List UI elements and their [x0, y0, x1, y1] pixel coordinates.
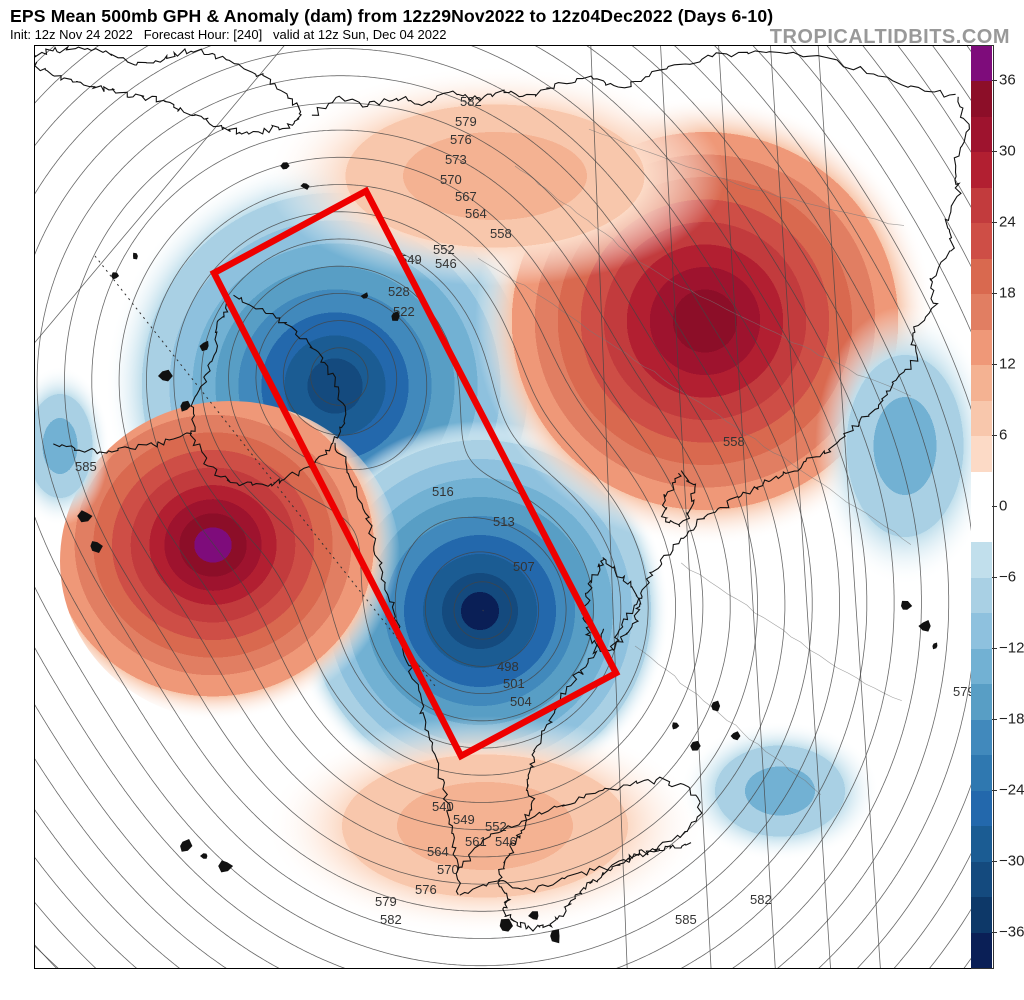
svg-text:570: 570 — [437, 862, 459, 877]
svg-text:567: 567 — [455, 189, 477, 204]
svg-text:558: 558 — [490, 226, 512, 241]
svg-text:498: 498 — [497, 659, 519, 674]
svg-text:546: 546 — [435, 256, 457, 271]
svg-text:552: 552 — [485, 819, 507, 834]
svg-text:516: 516 — [432, 484, 454, 499]
svg-text:552: 552 — [433, 242, 455, 257]
svg-text:540: 540 — [432, 799, 454, 814]
svg-text:549: 549 — [453, 812, 475, 827]
svg-text:570: 570 — [440, 172, 462, 187]
svg-text:576: 576 — [415, 882, 437, 897]
svg-text:528: 528 — [388, 284, 410, 299]
svg-text:585: 585 — [675, 912, 697, 927]
svg-text:582: 582 — [750, 892, 772, 907]
svg-text:504: 504 — [510, 694, 532, 709]
svg-text:576: 576 — [450, 132, 472, 147]
svg-text:582: 582 — [380, 912, 402, 927]
svg-text:558: 558 — [723, 434, 745, 449]
svg-text:579: 579 — [455, 114, 477, 129]
svg-text:546: 546 — [495, 834, 517, 849]
